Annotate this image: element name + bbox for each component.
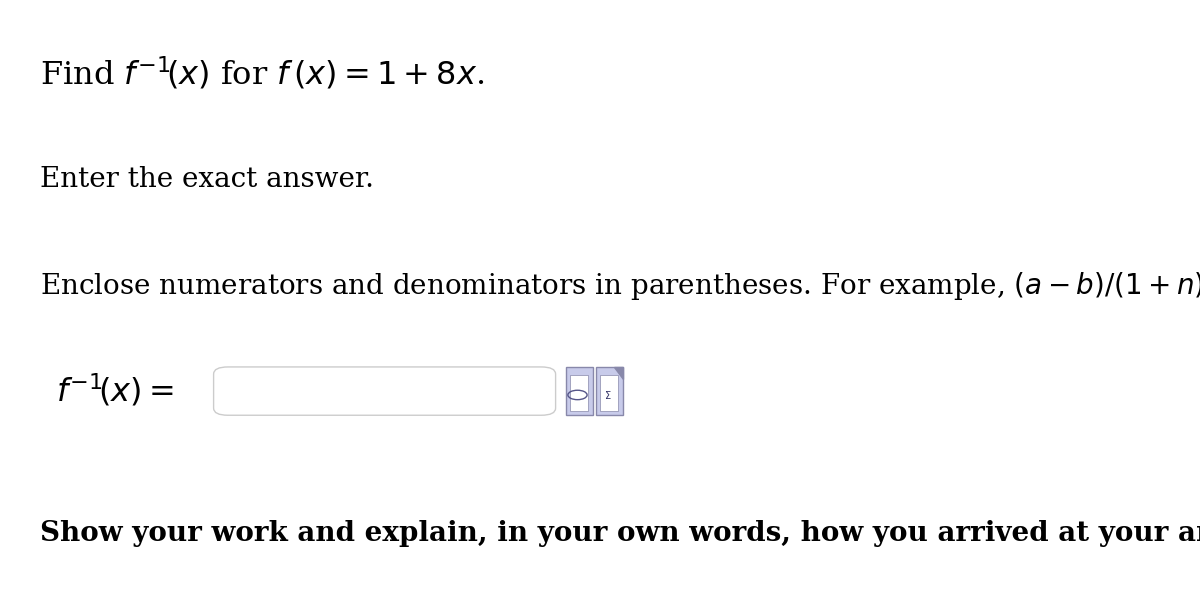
Text: Enclose numerators and denominators in parentheses. For example, $(a - b)/(1 + n: Enclose numerators and denominators in p… xyxy=(40,270,1200,302)
FancyBboxPatch shape xyxy=(600,375,618,411)
FancyBboxPatch shape xyxy=(566,367,593,415)
Text: Find $f^{-1}\!(x)$ for $f\,(x) = 1 + 8x$.: Find $f^{-1}\!(x)$ for $f\,(x) = 1 + 8x$… xyxy=(40,55,484,92)
Text: $\Sigma$: $\Sigma$ xyxy=(605,389,612,401)
FancyBboxPatch shape xyxy=(596,367,623,415)
Polygon shape xyxy=(614,367,623,379)
Text: Show your work and explain, in your own words, how you arrived at your answer.: Show your work and explain, in your own … xyxy=(40,519,1200,547)
FancyBboxPatch shape xyxy=(570,375,588,411)
Text: $f^{-1}\!(x) =$: $f^{-1}\!(x) =$ xyxy=(56,372,174,408)
FancyBboxPatch shape xyxy=(214,367,556,415)
Text: Enter the exact answer.: Enter the exact answer. xyxy=(40,166,373,193)
